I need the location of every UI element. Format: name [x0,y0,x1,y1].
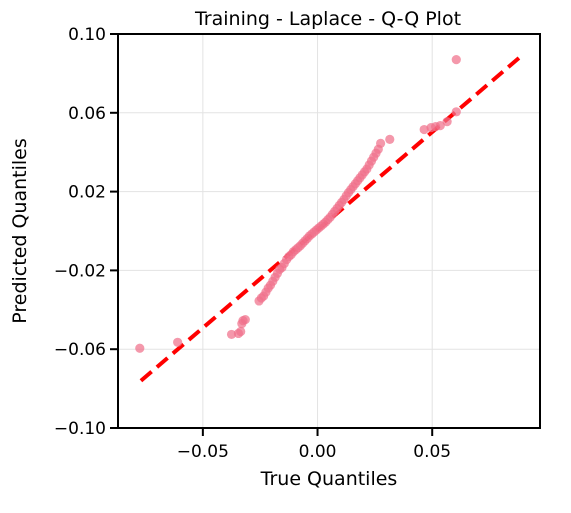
data-point [376,138,386,148]
data-point [135,343,145,353]
data-points [135,55,461,353]
x-tick-label: 0.05 [413,442,451,462]
data-point [240,315,250,325]
data-point [435,121,445,131]
data-point [442,117,452,127]
y-tick-label: 0.02 [68,183,106,203]
x-tick-label: 0.00 [299,442,337,462]
data-point [451,107,461,117]
data-point [236,326,246,337]
chart-title: Training - Laplace - Q-Q Plot [194,8,461,30]
data-point [385,134,395,144]
data-point [451,55,461,65]
data-point [226,329,237,340]
data-point [173,337,183,347]
x-axis-label: True Quantiles [260,468,398,490]
y-tick-label: −0.02 [54,261,106,281]
x-axis-ticks: −0.05 0.00 0.05 [177,428,451,462]
y-tick-label: 0.06 [68,104,106,124]
x-tick-label: −0.05 [177,442,229,462]
y-tick-label: 0.10 [68,25,106,45]
y-tick-label: −0.06 [54,340,106,360]
y-axis-label: Predicted Quantiles [9,138,31,324]
y-tick-label: −0.10 [54,419,106,439]
y-axis-ticks: −0.10 −0.06 −0.02 0.02 0.06 0.10 [54,25,118,439]
plot-frame [117,33,541,429]
